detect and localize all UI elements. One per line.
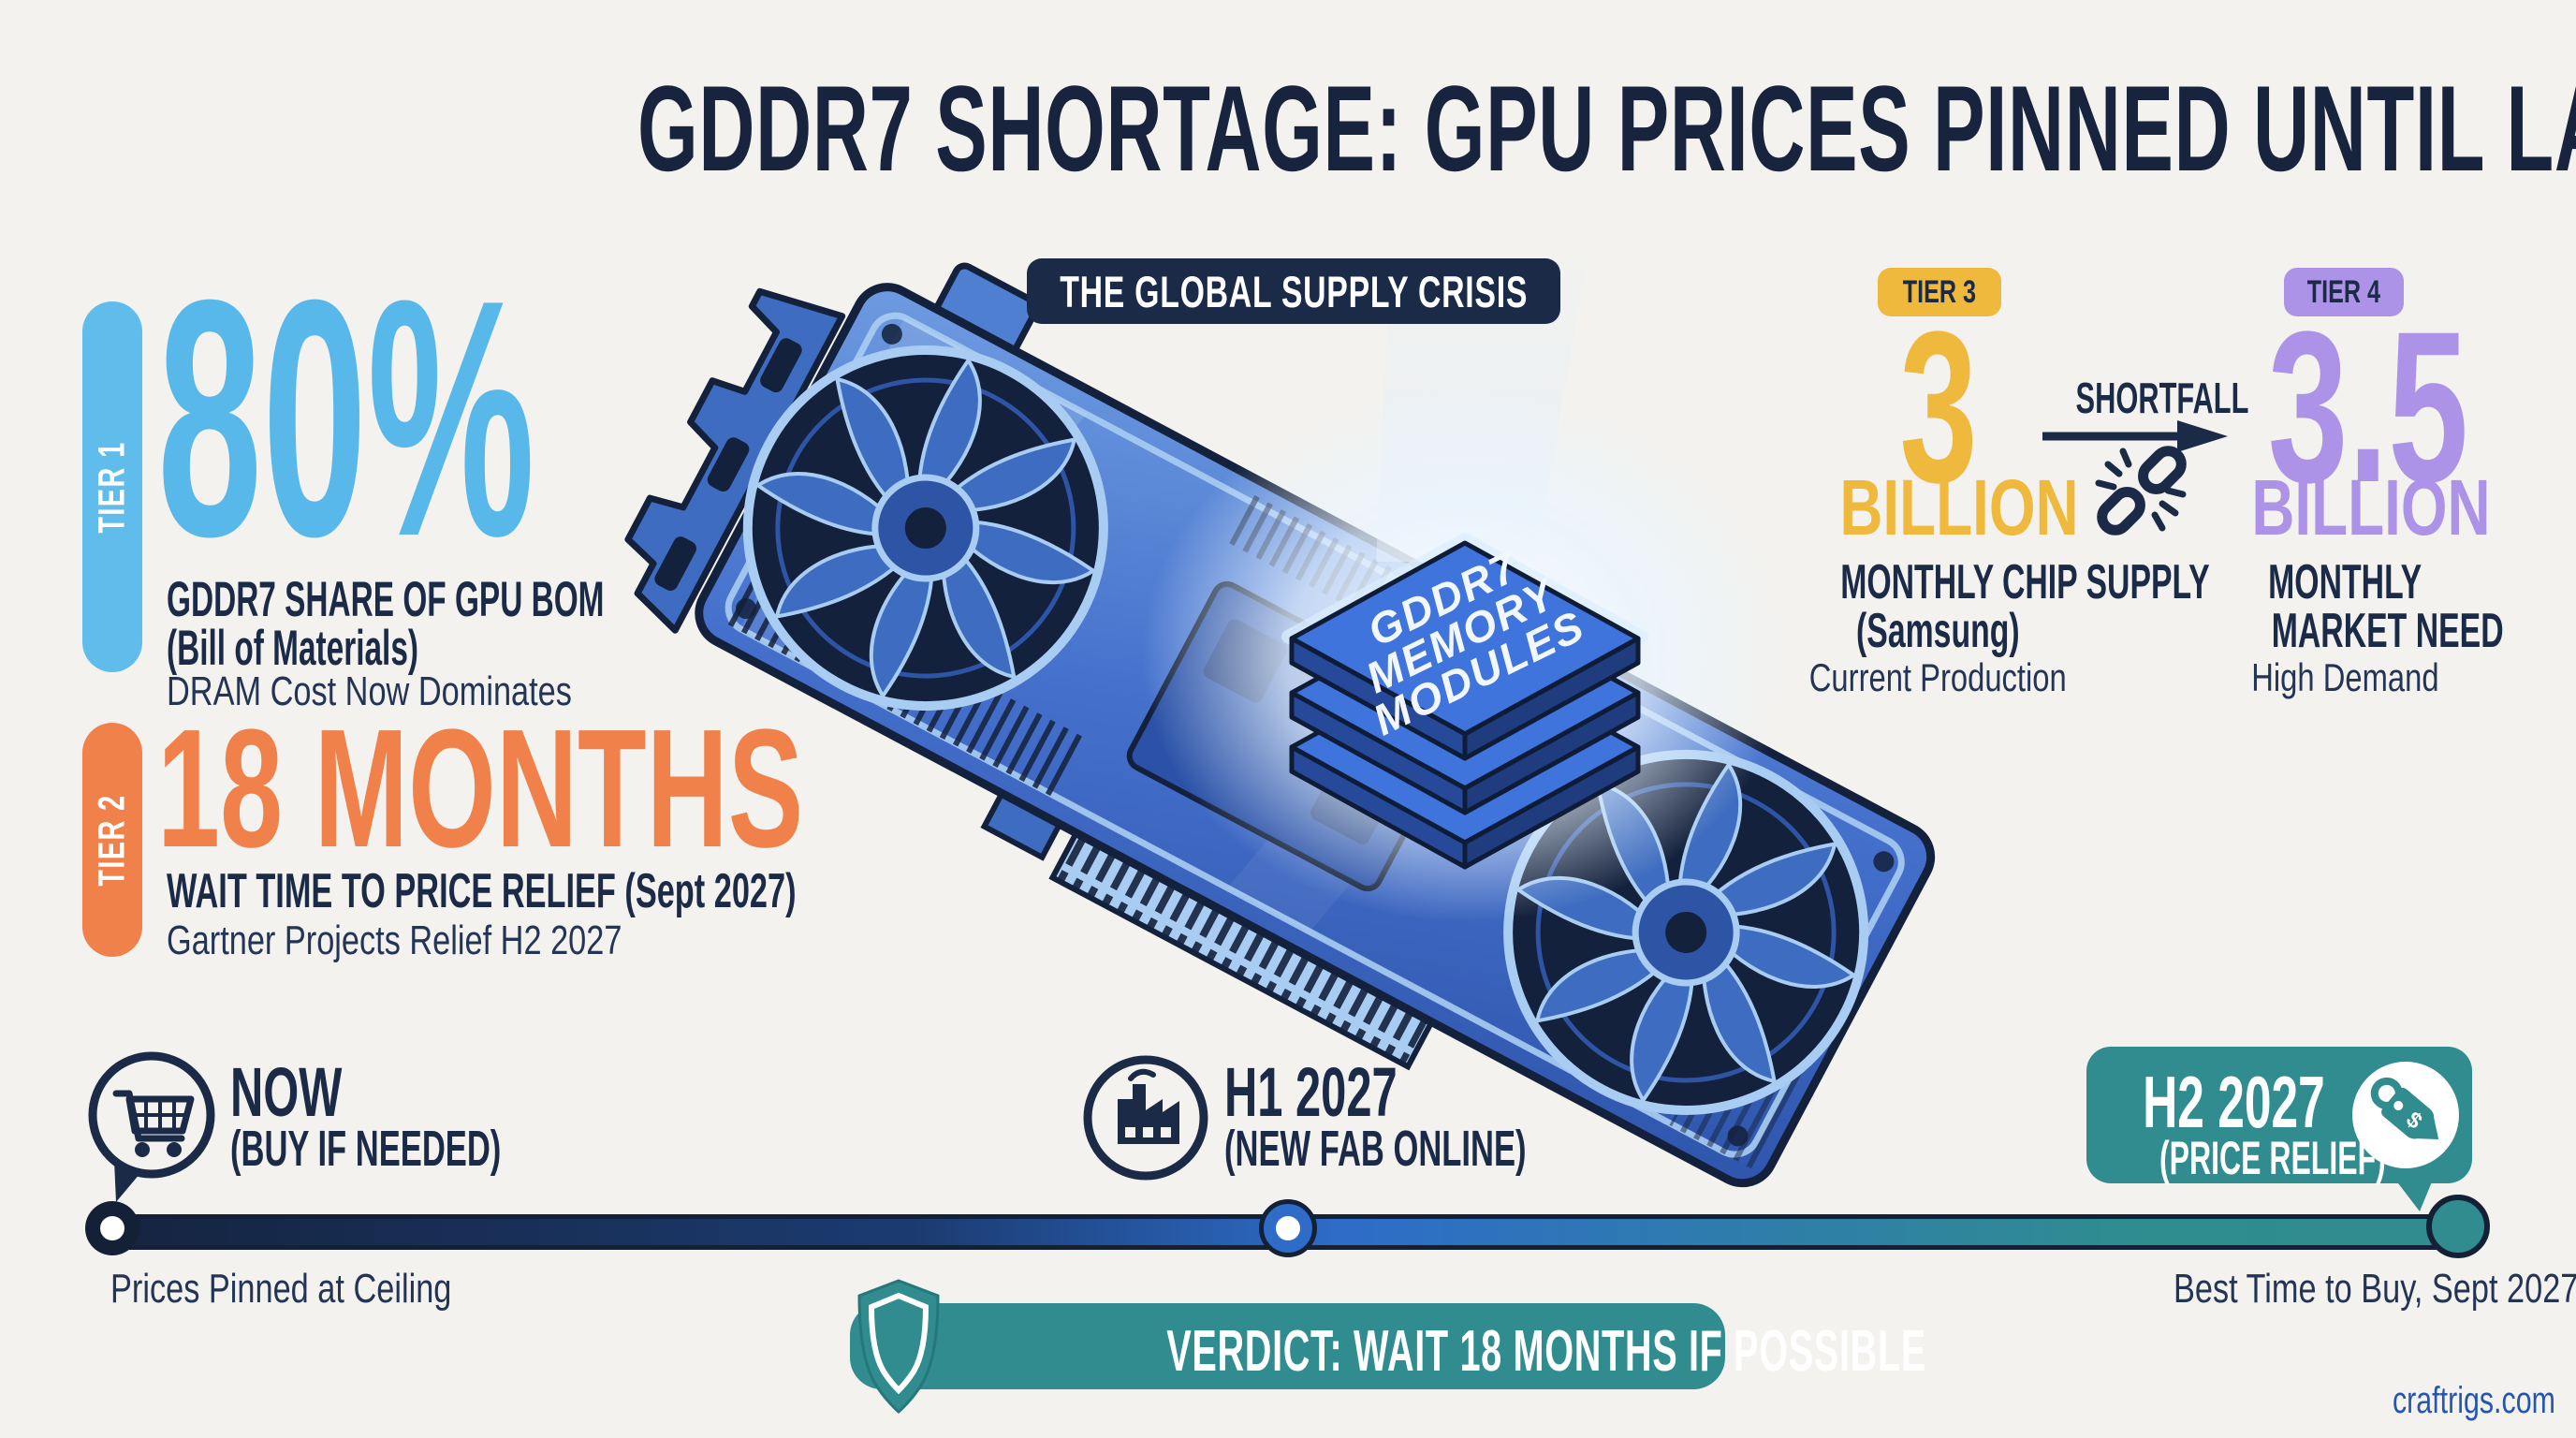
tier4-badge-label: TIER 4 <box>2306 273 2381 310</box>
tier1-value: 80% <box>157 230 535 607</box>
shield-icon <box>857 1279 940 1414</box>
tier1-bar: TIER 1 <box>82 301 142 672</box>
timeline-node-h2 <box>2426 1195 2490 1258</box>
factory-icon <box>1083 1055 1208 1181</box>
supply-crisis-badge-label: THE GLOBAL SUPPLY CRISIS <box>1060 266 1528 316</box>
page-title: GDDR7 SHORTAGE: GPU PRICES PINNED UNTIL … <box>637 60 2576 197</box>
broken-chain-icon <box>2095 446 2187 536</box>
tier3-badge-label: TIER 3 <box>1902 273 1977 310</box>
tier1-line2: (Bill of Materials) <box>167 621 419 676</box>
verdict-label: VERDICT: WAIT 18 MONTHS IF POSSIBLE <box>1166 1319 1926 1384</box>
milestone-now-title: NOW <box>230 1053 343 1131</box>
milestone-now-note: Prices Pinned at Ceiling <box>110 1266 452 1312</box>
timeline-node-h1 <box>1259 1199 1317 1257</box>
tier2-line1: WAIT TIME TO PRICE RELIEF (Sept 2027) <box>167 864 797 918</box>
tier3-line1: MONTHLY CHIP SUPPLY <box>1840 555 2210 609</box>
shopping-cart-icon <box>88 1051 215 1202</box>
milestone-h1-subtitle: (NEW FAB ONLINE) <box>1224 1121 1527 1177</box>
tier3-badge: TIER 3 <box>1878 268 2001 316</box>
tier3-line3: Current Production <box>1808 655 2067 699</box>
h2-bubble-tail <box>2395 1180 2433 1211</box>
tier4-unit: BILLION <box>2251 463 2491 551</box>
milestone-h2-subtitle: (PRICE RELIEF) <box>2159 1132 2386 1184</box>
price-tag-icon: $ <box>2352 1062 2459 1168</box>
milestone-h2-title: H2 2027 <box>2143 1061 2325 1143</box>
tier2-bar-label: TIER 2 <box>91 793 133 887</box>
milestone-h2-note: Best Time to Buy, Sept 2027 <box>2173 1266 2576 1312</box>
tier4-badge: TIER 4 <box>2284 268 2404 316</box>
tier4-line3: High Demand <box>2250 655 2439 699</box>
tier1-bar-label: TIER 1 <box>91 440 133 534</box>
tier4-line1: MONTHLY <box>2267 555 2422 609</box>
verdict-banner: VERDICT: WAIT 18 MONTHS IF POSSIBLE <box>850 1303 1925 1389</box>
milestone-now-subtitle: (BUY IF NEEDED) <box>230 1121 502 1177</box>
supply-crisis-badge: THE GLOBAL SUPPLY CRISIS <box>1027 258 1560 324</box>
tier2-line2: Gartner Projects Relief H2 2027 <box>167 917 622 963</box>
milestone-h1-title: H1 2027 <box>1224 1053 1398 1131</box>
tier1-line1: GDDR7 SHARE OF GPU BOM <box>167 572 605 627</box>
timeline-node-now <box>85 1201 139 1255</box>
tier1-line3: DRAM Cost Now Dominates <box>167 668 572 714</box>
watermark-link[interactable]: craftrigs.com <box>2393 1380 2555 1421</box>
tier4-value: 3.5 <box>2267 286 2468 527</box>
shortfall-label: SHORTFALL <box>2075 374 2249 422</box>
h2-2027-bubble: H2 2027 (PRICE RELIEF) $ <box>2086 1047 2472 1211</box>
page-title-row: GDDR7 SHORTAGE: GPU PRICES PINNED UNTIL … <box>0 58 2576 198</box>
shortfall-arrow-icon <box>2042 420 2228 452</box>
tier3-unit: BILLION <box>1839 463 2079 551</box>
tier2-value: 18 MONTHS <box>157 695 804 883</box>
tier4-line2: MARKET NEED <box>2271 604 2504 658</box>
tier3-line2: (Samsung) <box>1855 604 2020 658</box>
gpu-illustration: GDDR7 MEMORY MODULES <box>624 257 1936 1188</box>
tier2-bar: TIER 2 <box>82 723 142 957</box>
gpu-fan-left <box>742 345 1108 712</box>
tier3-value: 3 <box>1899 286 1978 527</box>
gddr7-chip-stack: GDDR7 MEMORY MODULES <box>1142 257 1788 922</box>
